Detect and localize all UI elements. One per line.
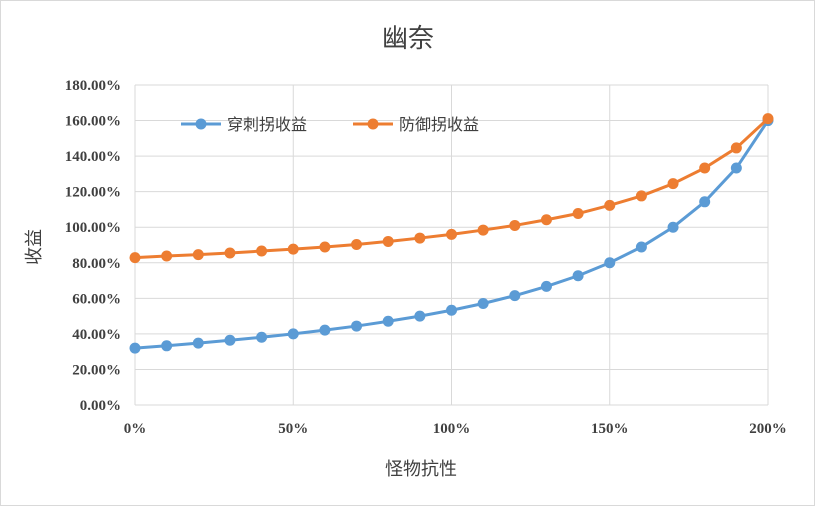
series-2 [129, 113, 774, 264]
data-point [446, 228, 457, 240]
data-point [161, 250, 173, 262]
data-point [635, 190, 647, 202]
data-point [161, 340, 173, 352]
y-tick-labels: 0.00% 20.00% 40.00% 60.00% 80.00% 100.00% 120.… [65, 78, 121, 414]
data-point [667, 221, 679, 233]
y-tick-label: 60.00% [72, 291, 121, 307]
data-point [129, 342, 141, 354]
data-point [509, 219, 521, 231]
y-tick-label: 40.00% [72, 327, 121, 343]
legend-label: 穿刺拐收益 [227, 115, 307, 134]
data-point [224, 334, 236, 346]
data-point [192, 249, 204, 261]
data-point [604, 257, 616, 269]
x-tick-label: 100% [433, 421, 471, 437]
legend: 穿刺拐收益 防御拐收益 [181, 115, 479, 134]
data-point [382, 235, 394, 247]
data-point [382, 315, 394, 327]
data-point [572, 208, 584, 220]
data-point [540, 280, 552, 292]
y-tick-label: 100.00% [65, 220, 121, 236]
data-point [730, 142, 742, 154]
data-point [572, 270, 584, 282]
chart-title: 幽奈 [382, 24, 434, 54]
y-axis-label: 收益 [24, 229, 45, 265]
y-tick-label: 80.00% [72, 256, 121, 272]
data-point [509, 290, 521, 302]
legend-marker [367, 118, 379, 130]
y-tick-label: 20.00% [72, 362, 121, 378]
x-tick-label: 150% [591, 421, 629, 437]
data-point [319, 324, 331, 336]
data-point [224, 247, 236, 259]
data-point [351, 238, 363, 250]
data-point [351, 320, 363, 332]
data-point [635, 241, 647, 253]
data-point [256, 245, 268, 257]
data-point [446, 304, 457, 316]
data-point [477, 297, 489, 309]
data-point [699, 162, 711, 174]
y-tick-label: 0.00% [80, 398, 121, 414]
data-point [319, 241, 331, 253]
data-point [604, 199, 616, 211]
legend-item: 穿刺拐收益 [181, 115, 307, 134]
data-point [762, 113, 774, 125]
data-point [287, 243, 299, 255]
legend-item: 防御拐收益 [353, 115, 479, 134]
series-group [129, 113, 774, 354]
x-tick-label: 0% [124, 421, 147, 437]
data-point [414, 310, 426, 322]
y-tick-label: 140.00% [65, 149, 121, 165]
data-point [256, 331, 268, 343]
x-tick-label: 50% [278, 421, 308, 437]
data-point [129, 252, 141, 264]
data-point [414, 232, 426, 244]
data-point [540, 214, 552, 226]
data-point [287, 328, 299, 340]
x-tick-labels: 0% 50% 100% 150% 200% [124, 421, 787, 437]
data-point [730, 162, 742, 174]
data-point [699, 196, 711, 208]
x-tick-label: 200% [749, 421, 787, 437]
x-axis-label: 怪物抗性 [385, 459, 457, 480]
y-tick-label: 120.00% [65, 185, 121, 201]
y-tick-label: 160.00% [65, 114, 121, 130]
y-tick-label: 180.00% [65, 78, 121, 94]
data-point [477, 224, 489, 236]
data-point [667, 178, 679, 190]
data-point [192, 337, 204, 349]
legend-label: 防御拐收益 [399, 115, 479, 134]
gridlines [134, 84, 769, 406]
legend-marker [195, 118, 207, 130]
